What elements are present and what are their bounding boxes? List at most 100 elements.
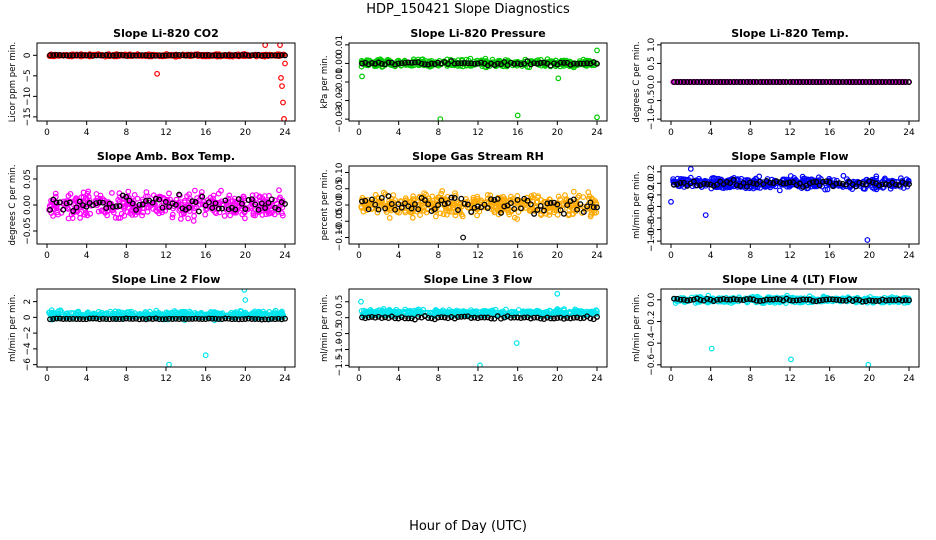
hourly-point <box>166 52 173 59</box>
sample-point <box>272 197 278 204</box>
hourly-point <box>245 52 252 59</box>
hourly-point <box>484 205 491 211</box>
hourly-point <box>212 200 219 207</box>
hourly-point <box>514 60 521 67</box>
hourly-point <box>93 315 100 322</box>
hourly-point <box>133 52 139 59</box>
hourly-point <box>428 60 435 67</box>
sample-point <box>570 188 577 195</box>
hourly-point <box>268 52 275 59</box>
hourly-point <box>47 316 53 323</box>
sample-point <box>242 309 249 316</box>
hourly-point <box>882 79 889 85</box>
sample-point <box>268 209 275 216</box>
hourly-point <box>484 314 491 321</box>
hourly-point <box>836 297 843 303</box>
hourly-point <box>202 202 209 209</box>
hourly-point <box>143 198 149 204</box>
y-axis-label: ml/min per min. <box>632 171 642 239</box>
sample-point <box>417 212 424 219</box>
hourly-point <box>846 79 853 85</box>
sample-point <box>275 208 282 215</box>
hourly-point <box>169 52 176 59</box>
hourly-point <box>119 52 126 59</box>
hourly-point <box>737 183 744 190</box>
hourly-point <box>594 60 600 67</box>
sample-point <box>145 204 152 211</box>
x-tick-label: 16 <box>824 251 836 261</box>
plot-frame <box>36 288 296 368</box>
panel-title: Slope Line 3 Flow <box>424 273 533 286</box>
sample-point <box>484 191 491 198</box>
hourly-point <box>534 60 541 67</box>
hourly-point <box>580 209 587 216</box>
sample-point <box>787 173 794 179</box>
hourly-point <box>896 79 903 85</box>
hourly-point <box>710 182 717 189</box>
sample-point <box>822 186 828 193</box>
hourly-point <box>235 196 242 203</box>
hourly-point <box>760 181 767 188</box>
hourly-point <box>219 205 226 212</box>
hourly-point <box>491 62 498 68</box>
hourly-point <box>418 60 425 67</box>
y-tick-label: 0.5 <box>335 295 345 309</box>
hourly-point <box>886 79 893 85</box>
hourly-point <box>819 178 826 185</box>
hourly-point <box>541 59 547 66</box>
hourly-point <box>106 316 113 323</box>
hourly-point <box>136 201 143 208</box>
hourly-point <box>73 52 80 59</box>
hourly-point <box>677 296 684 303</box>
y-axis-label: kPa per min. <box>320 55 330 108</box>
hourly-point <box>507 314 514 321</box>
hourly-point <box>225 52 232 59</box>
hourly-point <box>714 181 720 188</box>
sample-point <box>681 176 687 183</box>
hourly-point <box>521 314 528 321</box>
hourly-point <box>169 316 176 322</box>
hourly-point <box>876 297 883 304</box>
x-tick-label: 24 <box>591 128 603 138</box>
sample-point <box>369 205 375 211</box>
sample-point <box>362 311 369 318</box>
hourly-point <box>697 79 704 85</box>
hourly-point <box>537 202 544 209</box>
hourly-point <box>790 297 797 304</box>
sample-point <box>427 309 434 316</box>
hourly-point <box>375 313 382 320</box>
hourly-point <box>372 314 379 321</box>
sample-point <box>491 209 498 216</box>
sample-point <box>239 211 246 218</box>
hourly-point <box>464 201 471 208</box>
y-axis-label: ml/min per min. <box>8 294 18 362</box>
hourly-point <box>382 314 389 321</box>
sample-point <box>453 307 460 314</box>
hourly-point <box>717 296 724 303</box>
outlier-point <box>702 212 709 219</box>
y-axis-label: percent per min. <box>320 170 330 241</box>
sample-point <box>215 190 222 197</box>
hourly-point <box>162 316 169 323</box>
y-tick-label: 0.0 <box>335 310 345 325</box>
hourly-point <box>70 52 77 59</box>
hourly-point <box>275 52 282 59</box>
hourly-point <box>255 316 262 323</box>
hourly-point <box>408 315 415 322</box>
hourly-point <box>47 52 53 59</box>
hourly-point <box>268 196 275 203</box>
hourly-point <box>730 177 737 183</box>
x-tick-label: 8 <box>747 374 753 384</box>
hourly-point <box>594 204 600 211</box>
x-tick-label: 16 <box>512 374 524 384</box>
hourly-point <box>833 79 840 85</box>
hourly-point <box>209 52 216 59</box>
y-tick-label: −4 <box>23 342 33 356</box>
x-tick-label: 8 <box>747 251 753 261</box>
sample-point <box>442 204 449 211</box>
sample-point <box>213 210 220 217</box>
outlier-point <box>864 237 871 243</box>
hourly-point <box>229 316 235 323</box>
hourly-point <box>445 60 451 67</box>
